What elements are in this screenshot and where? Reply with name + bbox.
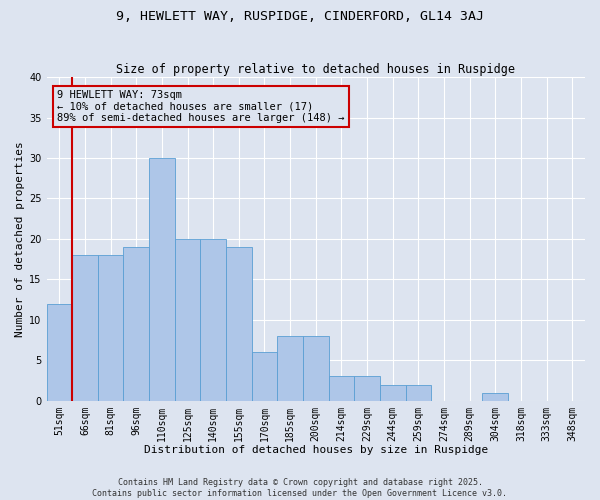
Text: 9 HEWLETT WAY: 73sqm
← 10% of detached houses are smaller (17)
89% of semi-detac: 9 HEWLETT WAY: 73sqm ← 10% of detached h… (57, 90, 345, 124)
Bar (175, 239, 200, 400)
Bar (72, 255, 98, 400)
X-axis label: Distribution of detached houses by size in Ruspidge: Distribution of detached houses by size … (143, 445, 488, 455)
Bar (98, 255, 124, 400)
Bar (329, 376, 354, 400)
Text: Contains HM Land Registry data © Crown copyright and database right 2025.
Contai: Contains HM Land Registry data © Crown c… (92, 478, 508, 498)
Bar (251, 352, 277, 401)
Y-axis label: Number of detached properties: Number of detached properties (15, 141, 25, 337)
Bar (354, 376, 380, 400)
Bar (226, 247, 251, 400)
Bar (149, 158, 175, 400)
Bar (406, 384, 431, 400)
Title: Size of property relative to detached houses in Ruspidge: Size of property relative to detached ho… (116, 63, 515, 76)
Bar (380, 384, 406, 400)
Bar (482, 392, 508, 400)
Text: 9, HEWLETT WAY, RUSPIDGE, CINDERFORD, GL14 3AJ: 9, HEWLETT WAY, RUSPIDGE, CINDERFORD, GL… (116, 10, 484, 23)
Bar (47, 304, 72, 400)
Bar (200, 239, 226, 400)
Bar (277, 336, 303, 400)
Bar (124, 247, 149, 400)
Bar (303, 336, 329, 400)
